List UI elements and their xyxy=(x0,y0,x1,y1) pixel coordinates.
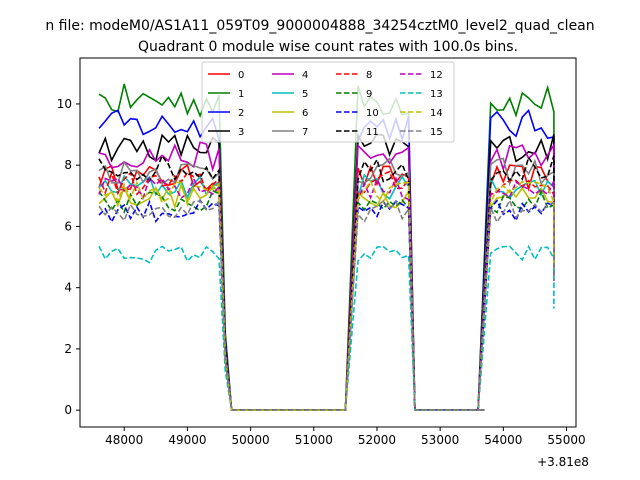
legend-label-4: 4 xyxy=(302,70,308,81)
x-tick-label-49000: 49000 xyxy=(168,433,206,447)
x-tick-label-48000: 48000 xyxy=(105,433,143,447)
series-line-15 xyxy=(98,198,555,411)
y-tick-label-8: 8 xyxy=(64,158,72,172)
x-tick-label-54000: 54000 xyxy=(484,433,522,447)
legend-label-13: 13 xyxy=(430,89,443,100)
x-tick-label-51000: 51000 xyxy=(295,433,333,447)
legend-label-6: 6 xyxy=(302,108,308,119)
y-tick-label-0: 0 xyxy=(64,403,72,417)
y-axis: 0 2 4 6 8 10 xyxy=(57,97,80,417)
legend-label-2: 2 xyxy=(238,108,244,119)
legend-label-9: 9 xyxy=(366,89,372,100)
legend-label-11: 11 xyxy=(366,127,379,138)
series-line-8 xyxy=(98,170,555,411)
y-tick-label-4: 4 xyxy=(64,281,72,295)
legend-label-10: 10 xyxy=(366,108,379,119)
legend-label-1: 1 xyxy=(238,89,244,100)
legend-label-3: 3 xyxy=(238,127,244,138)
series-line-13 xyxy=(98,244,555,411)
y-tick-label-2: 2 xyxy=(64,342,72,356)
series-line-14 xyxy=(98,179,555,411)
y-tick-label-10: 10 xyxy=(57,97,72,111)
legend-label-7: 7 xyxy=(302,127,308,138)
legend-label-0: 0 xyxy=(238,70,244,81)
y-tick-label-6: 6 xyxy=(64,219,72,233)
series-line-4 xyxy=(98,141,555,411)
series-line-11 xyxy=(98,154,555,411)
legend-label-12: 12 xyxy=(430,70,443,81)
x-axis: 48000 49000 50000 51000 52000 53000 54000 55000 xyxy=(105,427,586,447)
x-tick-label-53000: 53000 xyxy=(421,433,459,447)
x-tick-label-50000: 50000 xyxy=(232,433,270,447)
legend-label-15: 15 xyxy=(430,127,443,138)
series-layer xyxy=(98,83,555,411)
legend-label-8: 8 xyxy=(366,70,372,81)
figure-suptitle: n file: modeM0/AS1A11_059T09_9000004888_… xyxy=(45,18,594,34)
plot-frame xyxy=(79,57,577,428)
x-tick-label-55000: 55000 xyxy=(547,433,585,447)
legend-label-5: 5 xyxy=(302,89,308,100)
x-offset-label: +3.81e8 xyxy=(537,455,589,469)
legend-label-14: 14 xyxy=(430,108,443,119)
legend-box xyxy=(201,61,455,143)
x-tick-label-52000: 52000 xyxy=(358,433,396,447)
chart-title: Quadrant 0 module wise count rates with … xyxy=(138,39,518,55)
series-line-0 xyxy=(98,163,555,411)
